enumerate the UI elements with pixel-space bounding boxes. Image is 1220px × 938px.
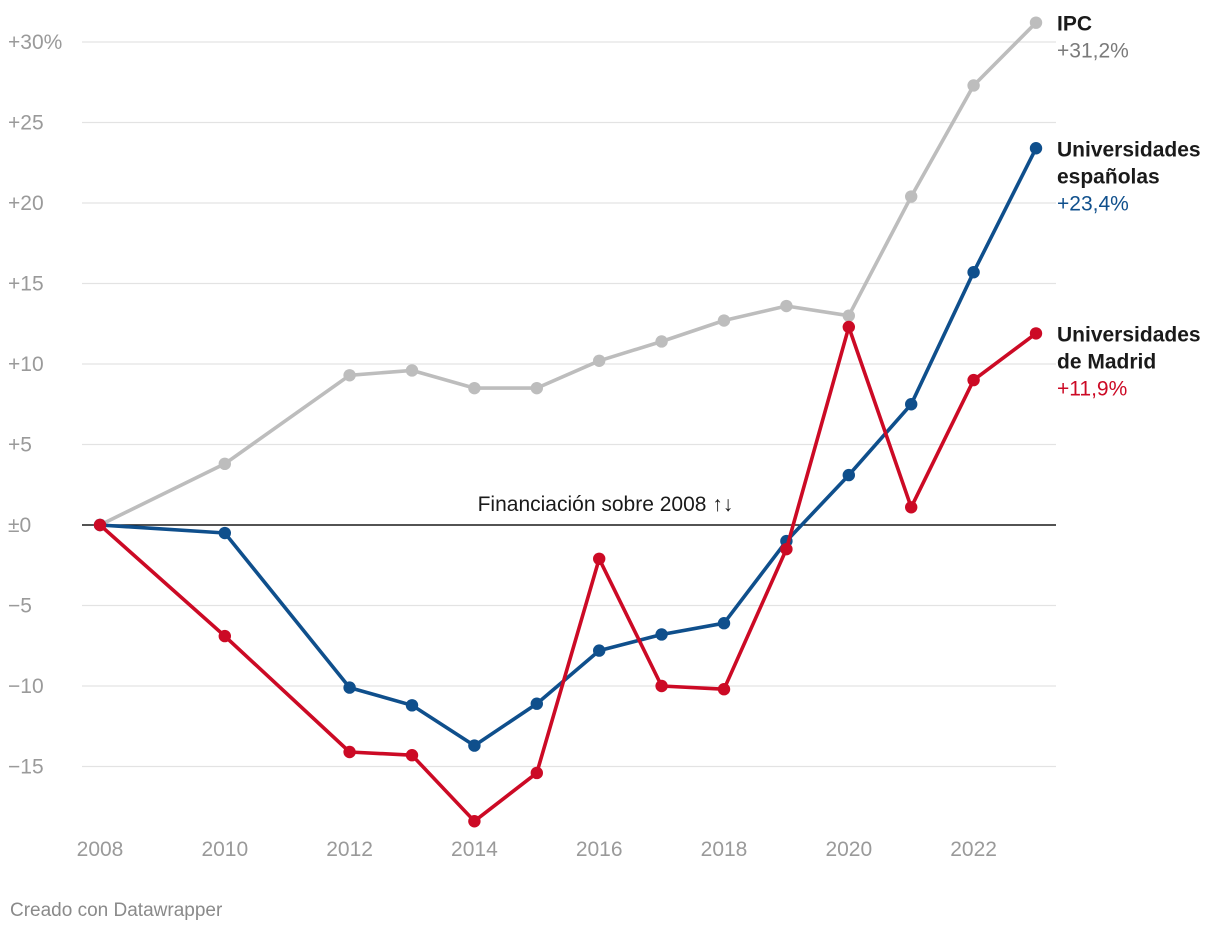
data-point-ipc <box>530 381 543 395</box>
data-point-ipc <box>780 299 793 313</box>
x-tick-label: 2014 <box>451 838 498 861</box>
series-name-madrid: Universidades <box>1057 323 1201 346</box>
data-point-ipc <box>343 369 356 382</box>
y-tick-label: +5 <box>8 434 32 457</box>
data-point-madrid <box>967 373 980 387</box>
data-point-ipc <box>717 314 731 327</box>
data-point-madrid <box>780 542 793 556</box>
data-point-ipc <box>468 381 481 395</box>
data-point-madrid <box>530 766 543 780</box>
data-point-ipc <box>655 335 668 348</box>
data-point-ipc <box>218 457 231 471</box>
data-point-espanolas <box>530 697 543 710</box>
series-name-espanolas: Universidades <box>1057 138 1201 161</box>
x-tick-label: 2022 <box>950 838 997 861</box>
series-name-madrid: de Madrid <box>1057 350 1156 373</box>
x-tick-label: 2008 <box>77 838 124 861</box>
series-line-espanolas <box>98 146 1038 748</box>
credit-text: Creado con Datawrapper <box>10 900 223 921</box>
y-tick-label: +30% <box>8 31 62 54</box>
y-tick-label: ±0 <box>8 514 31 537</box>
data-point-madrid <box>343 745 356 759</box>
data-point-ipc <box>967 79 980 92</box>
y-tick-label: +10 <box>8 353 44 376</box>
y-tick-label: −10 <box>8 675 44 698</box>
x-tick-label: 2016 <box>576 838 623 861</box>
data-point-madrid <box>1029 327 1043 340</box>
baseline-annotation: Financiación sobre 2008 ↑↓ <box>478 493 734 516</box>
data-point-espanolas <box>655 628 668 641</box>
y-tick-label: +15 <box>8 273 44 296</box>
x-tick-label: 2010 <box>201 838 248 861</box>
data-point-espanolas <box>967 266 980 279</box>
series-name-ipc: IPC <box>1057 13 1092 36</box>
x-tick-label: 2012 <box>326 838 373 861</box>
data-point-madrid <box>655 679 668 693</box>
data-point-espanolas <box>842 468 855 482</box>
data-point-espanolas <box>405 699 419 712</box>
series-line-madrid <box>98 325 1038 824</box>
data-point-madrid <box>593 552 606 566</box>
y-tick-label: +20 <box>8 192 44 215</box>
y-tick-label: +25 <box>8 112 44 135</box>
data-point-espanolas <box>717 617 731 630</box>
data-point-madrid <box>905 501 918 514</box>
data-point-madrid <box>218 629 231 643</box>
data-point-madrid <box>93 518 107 532</box>
series-layer <box>93 16 1043 828</box>
series-line-ipc <box>98 20 1038 527</box>
series-value-espanolas: +23,4% <box>1057 192 1129 215</box>
series-value-madrid: +11,9% <box>1057 377 1127 400</box>
data-point-ipc <box>1029 16 1043 29</box>
y-axis-ticks: +30% +25 +20 +15 +10 +5 ±0 −5 −10 −15 <box>8 31 62 779</box>
annotation-layer: Financiación sobre 2008 ↑↓ <box>478 493 734 516</box>
data-point-ipc <box>593 354 606 367</box>
data-point-espanolas <box>593 644 606 657</box>
gridlines <box>82 41 1056 768</box>
y-tick-label: −15 <box>8 756 44 779</box>
data-point-espanolas <box>468 739 481 752</box>
x-tick-label: 2018 <box>701 838 748 861</box>
data-point-ipc <box>905 190 918 203</box>
data-point-espanolas <box>905 398 918 411</box>
data-point-ipc <box>405 364 419 377</box>
data-point-madrid <box>842 320 855 334</box>
x-axis-ticks: 2008 2010 2012 2014 2016 2018 2020 2022 <box>77 838 997 861</box>
y-tick-label: −5 <box>8 595 32 618</box>
data-point-madrid <box>717 683 731 696</box>
series-name-espanolas: españolas <box>1057 165 1160 188</box>
data-point-ipc <box>842 309 855 322</box>
data-point-espanolas <box>1029 142 1043 155</box>
series-value-ipc: +31,2% <box>1057 40 1129 63</box>
series-labels: IPC +31,2% Universidades españolas +23,4% Uni… <box>1057 13 1201 401</box>
x-tick-label: 2020 <box>825 838 872 861</box>
data-point-espanolas <box>343 681 356 694</box>
data-point-espanolas <box>218 526 231 540</box>
data-point-madrid <box>468 815 481 828</box>
data-point-madrid <box>405 749 419 762</box>
